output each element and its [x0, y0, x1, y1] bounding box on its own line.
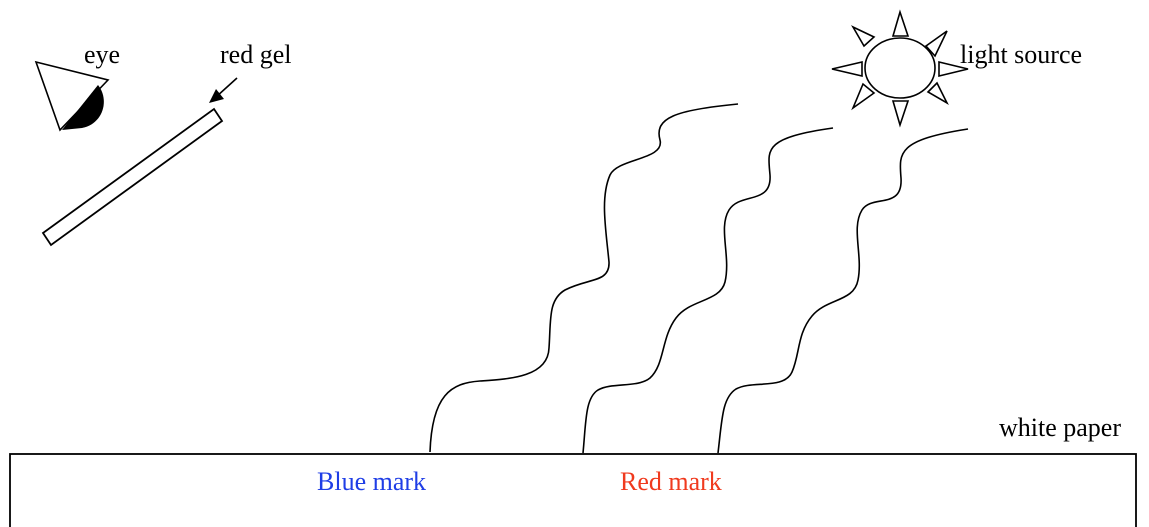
- white-paper-label: white paper: [999, 413, 1121, 442]
- light-wave-2: [582, 127, 834, 454]
- light-waves: [429, 103, 969, 454]
- red-mark-label: Red mark: [620, 467, 722, 496]
- red-gel-filter: [41, 107, 224, 247]
- light-source-label: light source: [960, 40, 1082, 69]
- light-wave-1: [429, 103, 739, 453]
- red-gel-pointer-arrow: [209, 77, 238, 103]
- sun-icon: [831, 9, 969, 128]
- eye-label: eye: [84, 40, 120, 69]
- white-paper-sheet: [9, 453, 1137, 527]
- red-gel-label: red gel: [220, 40, 291, 69]
- light-wave-3: [717, 128, 969, 454]
- eye-icon: [34, 60, 110, 132]
- blue-mark-label: Blue mark: [317, 467, 426, 496]
